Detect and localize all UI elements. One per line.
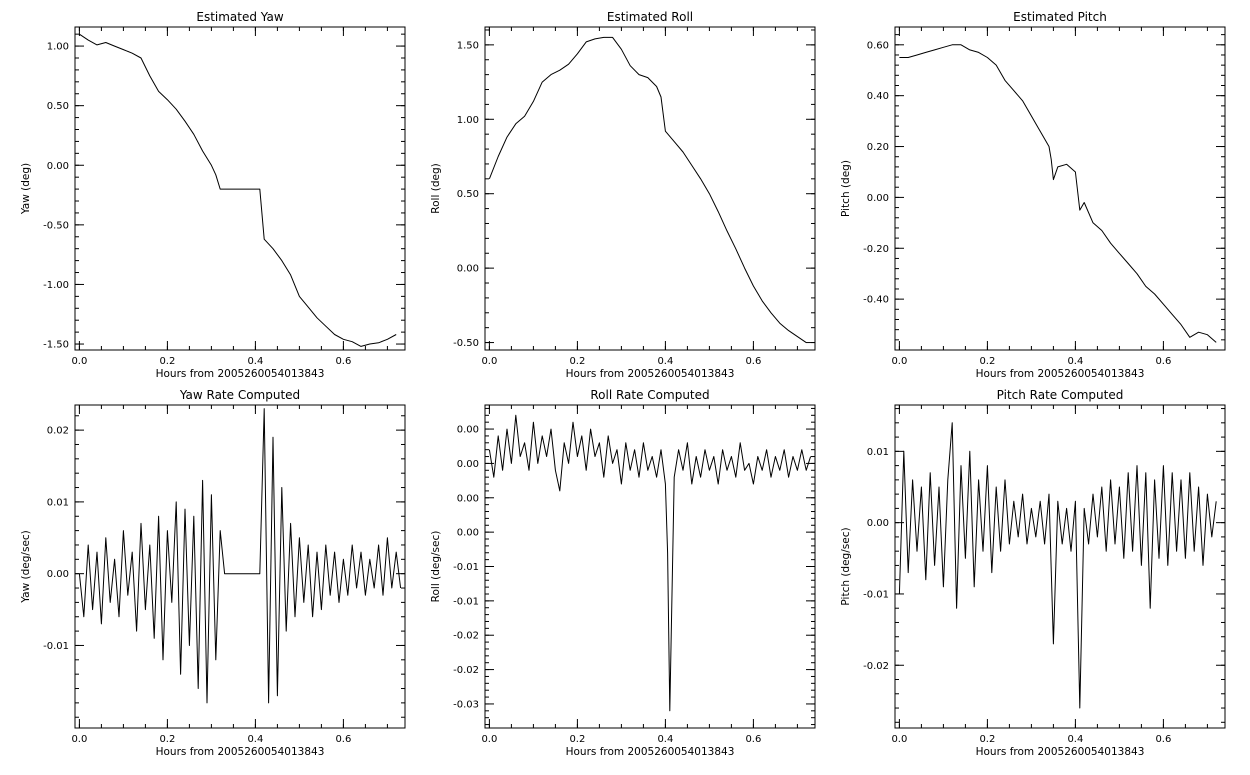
y-tick-label: 0.40 [867,91,889,102]
x-tick-label: 0.4 [1067,356,1083,367]
x-axis-label: Hours from 2005260054013843 [976,746,1145,758]
y-tick-label: 1.00 [47,42,69,53]
x-axis-label: Hours from 2005260054013843 [976,368,1145,380]
series-line [488,36,807,344]
y-tick-label: -0.01 [453,596,479,607]
y-tick-label: 0.00 [457,528,479,539]
y-tick-label: -0.02 [863,661,889,672]
x-axis-label: Hours from 2005260054013843 [566,746,735,758]
y-axis-label: Roll (deg/sec) [430,531,442,603]
y-tick-label: 0.50 [47,101,69,112]
x-axis-label: Hours from 2005260054013843 [566,368,735,380]
y-axis-label: Pitch (deg/sec) [840,527,852,605]
chart-title: Roll Rate Computed [590,388,709,402]
y-tick-label: 0.20 [867,142,889,153]
y-tick-label: -0.01 [453,562,479,573]
y-tick-label: -0.03 [453,699,479,710]
y-tick-label: 0.01 [867,447,889,458]
x-tick-label: 0.4 [247,356,263,367]
y-axis-label: Roll (deg) [430,163,442,213]
y-tick-label: 0.00 [457,425,479,436]
chart-title: Estimated Yaw [196,10,283,24]
series-line [79,33,397,347]
y-tick-label: 0.00 [457,264,479,275]
y-tick-label: -0.50 [453,338,479,349]
chart-panel-2: 0.0 0.2 0.4 0.6 -0.50 0.00 0.50 1.00 1.50 Estimat… [430,10,816,380]
x-tick-label: 0.6 [335,356,351,367]
chart-panel-6: 0.0 0.2 0.4 0.6 -0.02 -0.01 0.00 0.01 Pitch Rate… [840,388,1226,758]
y-tick-label: 0.00 [47,569,69,580]
x-tick-label: 0.0 [481,734,497,745]
x-tick-label: 0.2 [159,356,175,367]
y-tick-label: 0.50 [457,189,479,200]
x-tick-label: 0.2 [159,734,175,745]
chart-panel-3: 0.0 0.2 0.4 0.6 -0.40 -0.20 0.00 0.20 0.40 0.60 Es… [840,10,1226,380]
chart-title: Estimated Pitch [1013,10,1107,24]
x-tick-label: 0.4 [247,734,263,745]
y-tick-label: -0.50 [43,220,69,231]
x-tick-label: 0.6 [1155,734,1171,745]
x-tick-label: 0.2 [979,356,995,367]
x-axis-label: Hours from 2005260054013843 [156,746,325,758]
y-tick-label: 0.00 [867,518,889,529]
y-tick-label: 0.00 [457,493,479,504]
x-tick-label: 0.4 [657,734,673,745]
x-tick-label: 0.2 [569,734,585,745]
series-line [488,414,812,712]
chart-panel-4: 0.0 0.2 0.4 0.6 -0.01 0.00 0.01 0.02 Yaw Rate Co… [20,388,406,758]
y-tick-label: 1.50 [457,40,479,51]
y-tick-label: -0.01 [863,589,889,600]
y-tick-label: 0.00 [457,459,479,470]
plot-frame [484,26,816,351]
y-tick-label: -0.40 [863,295,889,306]
y-axis-label: Yaw (deg) [20,163,32,215]
x-tick-label: 0.0 [71,734,87,745]
chart-panel-1: 0.0 0.2 0.4 0.6 -1.50 -1.00 -0.50 0.00 0.50 1.00 E… [20,10,406,380]
y-tick-label: 0.00 [47,161,69,172]
x-tick-label: 0.6 [1155,356,1171,367]
y-tick-label: -0.01 [43,641,69,652]
y-tick-label: -0.02 [453,665,479,676]
chart-title: Estimated Roll [607,10,693,24]
chart-panel-5: 0.0 0.2 0.4 0.6 -0.03 -0.02 -0.02 -0.01 -0.01 0.0… [430,388,816,758]
x-tick-label: 0.0 [481,356,497,367]
x-tick-label: 0.6 [745,356,761,367]
plot-frame [74,404,406,729]
plot-frame [894,404,1226,729]
y-axis-label: Yaw (deg/sec) [20,530,32,604]
plot-frame [74,26,406,351]
y-tick-label: 0.60 [867,40,889,51]
series-line [78,408,402,704]
y-tick-label: -1.00 [43,280,69,291]
plot-frame [894,26,1226,351]
x-tick-label: 0.0 [891,734,907,745]
x-tick-label: 0.6 [745,734,761,745]
chart-title: Pitch Rate Computed [997,388,1124,402]
y-tick-label: 0.02 [47,426,69,437]
y-axis-label: Pitch (deg) [840,160,852,217]
x-tick-label: 0.4 [657,356,673,367]
series-line [899,44,1217,343]
y-tick-label: -1.50 [43,340,69,351]
y-tick-label: 1.00 [457,115,479,126]
y-tick-label: 0.01 [47,497,69,508]
x-axis-label: Hours from 2005260054013843 [156,368,325,380]
x-tick-label: 0.0 [71,356,87,367]
y-tick-label: 0.00 [867,193,889,204]
x-tick-label: 0.0 [891,356,907,367]
x-tick-label: 0.4 [1067,734,1083,745]
chart-title: Yaw Rate Computed [179,388,300,402]
series-line [898,422,1217,709]
x-tick-label: 0.6 [335,734,351,745]
y-tick-label: -0.02 [453,631,479,642]
x-tick-label: 0.2 [569,356,585,367]
x-tick-label: 0.2 [979,734,995,745]
y-tick-label: -0.20 [863,244,889,255]
